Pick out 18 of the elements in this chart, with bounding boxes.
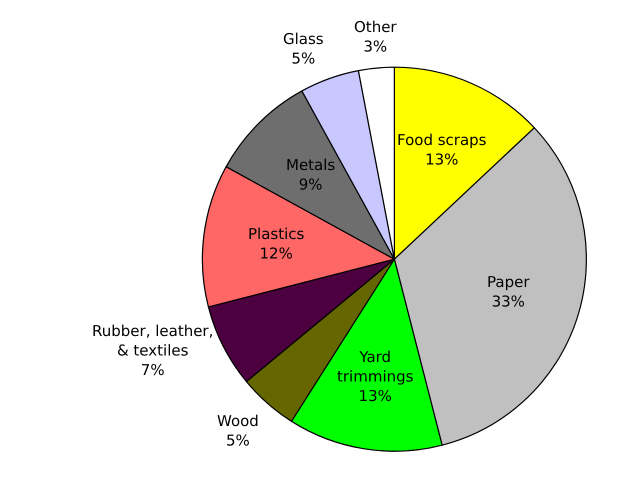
data-label: 12% — [260, 244, 293, 262]
slice-label: Plastics — [248, 225, 305, 243]
slice-label: Other — [354, 18, 398, 36]
data-label: 5% — [291, 50, 316, 68]
slice-label: Rubber, leather, & textiles — [92, 322, 214, 360]
data-label: 7% — [140, 361, 165, 379]
data-label: 13% — [358, 387, 392, 405]
data-label: 3% — [363, 38, 388, 56]
data-label: 13% — [425, 150, 458, 168]
slice-label: Wood — [217, 412, 259, 430]
slice-label: Yard trimmings — [337, 348, 414, 386]
slice-label: Glass — [283, 30, 324, 48]
slice-label: Metals — [286, 156, 336, 174]
data-label: 33% — [492, 292, 525, 310]
slice-label: Food scraps — [397, 131, 487, 149]
slice-label: Paper — [487, 273, 530, 291]
data-label: 5% — [226, 432, 250, 450]
data-label: 9% — [298, 176, 323, 194]
